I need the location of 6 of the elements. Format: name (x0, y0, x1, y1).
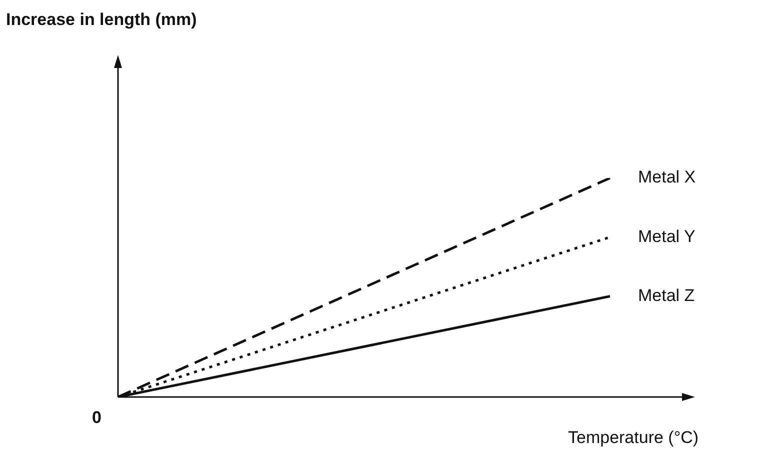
series-label: Metal Y (638, 226, 696, 246)
x-axis-title: Temperature (°C) (568, 428, 699, 448)
text: 0 (92, 408, 102, 428)
series-label: Metal X (638, 168, 696, 187)
text: Increase in length (mm) (6, 10, 197, 30)
series-label: Metal Z (638, 286, 695, 305)
